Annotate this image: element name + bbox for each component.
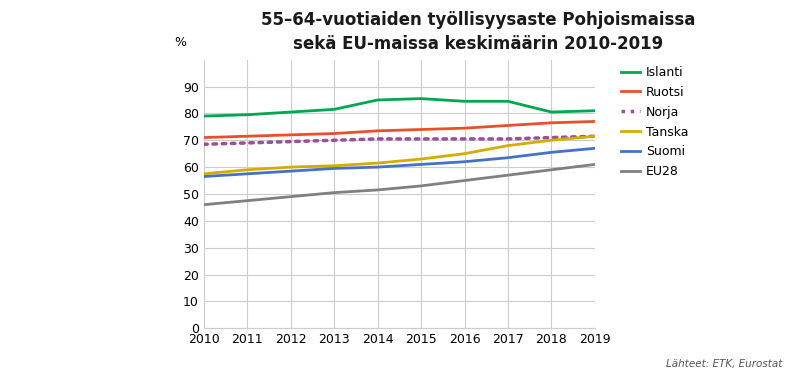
EU28: [547, 167, 556, 172]
Suomi: [416, 162, 426, 167]
Tanska: [460, 151, 469, 156]
Norja: [199, 142, 209, 147]
Text: 55–64-vuotiaiden työllisyysaste Pohjoismaissa
sekä EU-maissa keskimäärin 2010-20: 55–64-vuotiaiden työllisyysaste Pohjoism…: [261, 11, 695, 53]
Suomi: [243, 172, 252, 176]
Suomi: [590, 146, 600, 151]
Suomi: [503, 156, 513, 160]
Suomi: [547, 150, 556, 154]
Ruotsi: [286, 133, 295, 137]
Islanti: [243, 113, 252, 117]
Suomi: [373, 165, 382, 169]
Islanti: [503, 99, 513, 104]
Norja: [590, 134, 600, 138]
Norja: [503, 137, 513, 141]
Tanska: [590, 134, 600, 138]
Line: Islanti: Islanti: [204, 98, 595, 116]
Legend: Islanti, Ruotsi, Norja, Tanska, Suomi, EU28: Islanti, Ruotsi, Norja, Tanska, Suomi, E…: [621, 66, 688, 178]
Islanti: [590, 109, 600, 113]
EU28: [286, 194, 295, 199]
Norja: [373, 137, 382, 141]
Islanti: [460, 99, 469, 104]
Line: Suomi: Suomi: [204, 148, 595, 176]
Ruotsi: [460, 126, 469, 131]
Tanska: [373, 161, 382, 165]
Islanti: [373, 98, 382, 102]
Ruotsi: [503, 123, 513, 128]
Suomi: [286, 169, 295, 173]
Norja: [243, 141, 252, 145]
Text: %: %: [175, 36, 186, 49]
Ruotsi: [416, 127, 426, 132]
Islanti: [547, 110, 556, 114]
EU28: [460, 178, 469, 183]
EU28: [329, 190, 339, 195]
Islanti: [329, 107, 339, 112]
Islanti: [286, 110, 295, 114]
Norja: [416, 137, 426, 141]
Norja: [329, 138, 339, 142]
Norja: [547, 135, 556, 140]
Ruotsi: [547, 120, 556, 125]
EU28: [243, 198, 252, 203]
Suomi: [329, 166, 339, 171]
Islanti: [416, 96, 426, 101]
EU28: [373, 188, 382, 192]
Tanska: [199, 172, 209, 176]
Line: Tanska: Tanska: [204, 136, 595, 174]
Line: Ruotsi: Ruotsi: [204, 122, 595, 138]
EU28: [503, 173, 513, 178]
Tanska: [329, 163, 339, 168]
Line: Norja: Norja: [204, 136, 595, 144]
Suomi: [199, 174, 209, 179]
Ruotsi: [199, 135, 209, 140]
Norja: [286, 140, 295, 144]
Ruotsi: [243, 134, 252, 138]
Line: EU28: EU28: [204, 164, 595, 205]
Tanska: [243, 167, 252, 172]
Tanska: [416, 157, 426, 161]
Ruotsi: [373, 129, 382, 133]
EU28: [590, 162, 600, 167]
Ruotsi: [329, 131, 339, 136]
Tanska: [547, 138, 556, 142]
Text: Lähteet: ETK, Eurostat: Lähteet: ETK, Eurostat: [666, 359, 782, 369]
EU28: [416, 184, 426, 188]
Ruotsi: [590, 119, 600, 124]
Islanti: [199, 114, 209, 118]
Text: Yli 55-vuotiaiden
työllisyysaste on
Suomessa selvästi
matalampi kuin
muissa Pohj: Yli 55-vuotiaiden työllisyysaste on Suom…: [24, 132, 162, 241]
Suomi: [460, 160, 469, 164]
Tanska: [286, 165, 295, 169]
Tanska: [503, 143, 513, 148]
Norja: [460, 137, 469, 141]
EU28: [199, 203, 209, 207]
